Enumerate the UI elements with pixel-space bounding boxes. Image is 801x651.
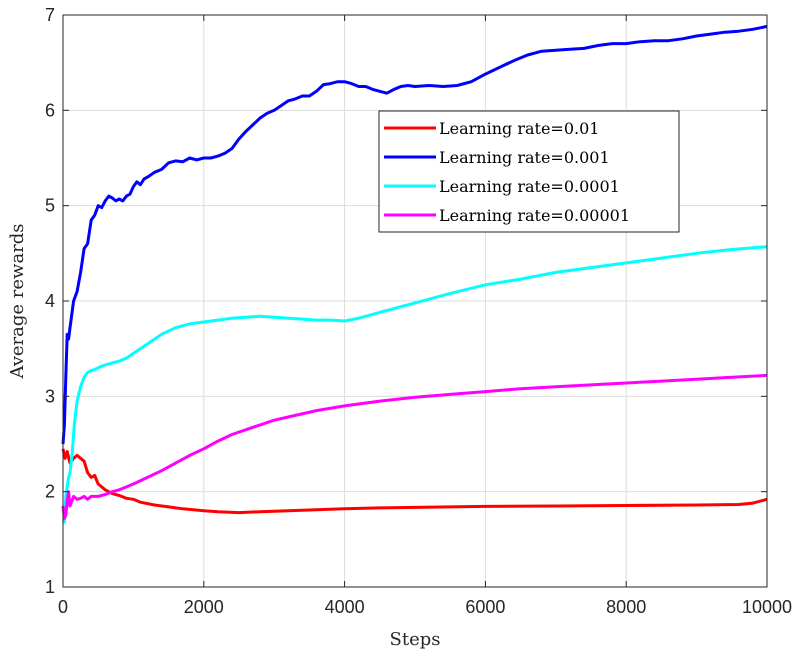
legend-label: Learning rate=0.0001 [439, 177, 620, 196]
x-axis-label: Steps [390, 629, 441, 650]
legend-label: Learning rate=0.00001 [439, 206, 630, 225]
x-tick-label: 8000 [606, 597, 646, 617]
series-line-1 [61, 448, 768, 515]
grid [63, 15, 767, 587]
x-tick-label: 6000 [465, 597, 505, 617]
x-tick-label: 4000 [325, 597, 365, 617]
x-tick-label: 2000 [184, 597, 224, 617]
y-tick-label: 5 [45, 196, 55, 216]
y-tick-label: 2 [45, 482, 55, 502]
legend-label: Learning rate=0.001 [439, 148, 610, 167]
y-tick-label: 6 [45, 100, 55, 120]
y-axis-label: Average rewards [7, 223, 28, 379]
legend-box [378, 110, 680, 233]
y-tick-label: 4 [45, 291, 55, 311]
axis-ticks: 0 2000 4000 6000 8000 10000 1 2 3 4 5 6 7 [45, 5, 792, 617]
x-tick-label: 10000 [742, 597, 792, 617]
series-line-3 [61, 245, 768, 524]
series-line-4 [61, 373, 768, 520]
series-lines [61, 24, 768, 524]
series-line-2 [61, 24, 768, 445]
legend-label: Learning rate=0.01 [439, 119, 599, 138]
y-tick-label: 3 [45, 386, 55, 406]
y-tick-label: 1 [45, 577, 55, 597]
x-tick-label: 0 [58, 597, 68, 617]
y-tick-label: 7 [45, 5, 55, 25]
legend: Learning rate=0.01 Learning rate=0.001 Lea… [378, 110, 680, 233]
